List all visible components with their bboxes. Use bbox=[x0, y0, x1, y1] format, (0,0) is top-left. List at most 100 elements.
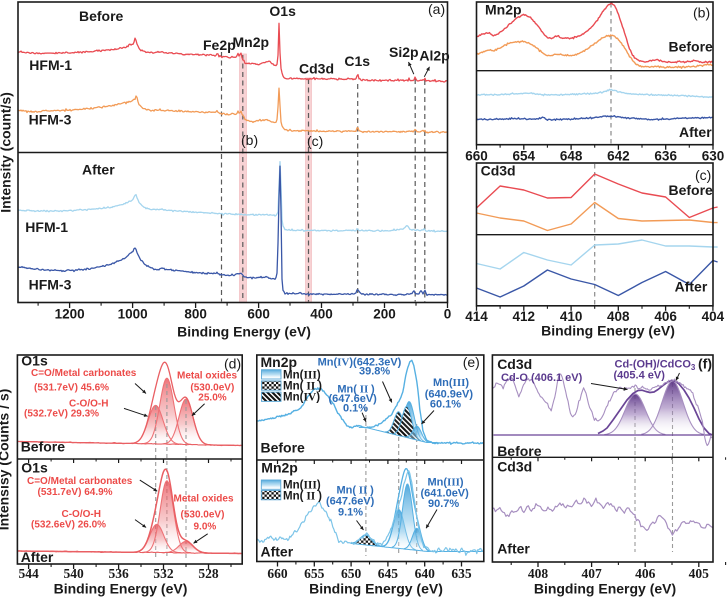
svg-text:Mn2p: Mn2p bbox=[261, 354, 298, 370]
svg-text:Before: Before bbox=[669, 182, 714, 198]
svg-text:0: 0 bbox=[444, 307, 452, 322]
svg-text:9.1%: 9.1% bbox=[338, 507, 363, 519]
svg-text:0.1%: 0.1% bbox=[343, 403, 368, 415]
svg-text:(b): (b) bbox=[241, 132, 258, 148]
svg-text:(532.6eV) 26.0%: (532.6eV) 26.0% bbox=[31, 520, 106, 531]
svg-text:406: 406 bbox=[654, 309, 677, 324]
svg-text:39.8%: 39.8% bbox=[359, 366, 390, 378]
svg-text:After: After bbox=[21, 549, 54, 565]
svg-text:(530.0eV): (530.0eV) bbox=[181, 510, 225, 521]
svg-text:660: 660 bbox=[465, 149, 488, 164]
svg-text:60.1%: 60.1% bbox=[430, 399, 461, 411]
svg-text:404: 404 bbox=[702, 309, 725, 324]
svg-text:Si2p: Si2p bbox=[389, 44, 419, 60]
svg-text:Mn2p: Mn2p bbox=[485, 2, 522, 18]
svg-text:635: 635 bbox=[451, 566, 472, 581]
svg-text:O1s: O1s bbox=[269, 3, 296, 19]
svg-text:654: 654 bbox=[513, 149, 536, 164]
svg-text:(647.6eV): (647.6eV) bbox=[329, 393, 378, 405]
svg-text:Binding Energy (eV): Binding Energy (eV) bbox=[177, 324, 311, 340]
svg-text:Intensisy (Counts / s): Intensisy (Counts / s) bbox=[0, 389, 12, 531]
svg-text:Cd3d: Cd3d bbox=[497, 459, 532, 475]
svg-text:800: 800 bbox=[184, 307, 207, 322]
svg-text:C-O/O-H: C-O/O-H bbox=[62, 509, 101, 520]
svg-text:410: 410 bbox=[560, 309, 583, 324]
svg-text:407: 407 bbox=[581, 566, 602, 581]
svg-text:400: 400 bbox=[310, 307, 333, 322]
svg-text:650: 650 bbox=[341, 566, 362, 581]
svg-text:After: After bbox=[82, 162, 115, 178]
svg-text:Before: Before bbox=[669, 39, 714, 55]
svg-text:528: 528 bbox=[198, 566, 219, 581]
svg-text:(405.4 eV): (405.4 eV) bbox=[614, 370, 666, 382]
svg-text:Cd3d: Cd3d bbox=[481, 163, 516, 179]
svg-text:(c): (c) bbox=[307, 133, 323, 149]
svg-text:C=O/Metal carbonates: C=O/Metal carbonates bbox=[27, 476, 133, 487]
svg-text:Mn( II ): Mn( II ) bbox=[283, 381, 322, 393]
svg-text:Mn( II ): Mn( II ) bbox=[337, 384, 375, 396]
svg-text:25.0%: 25.0% bbox=[198, 393, 226, 404]
svg-text:200: 200 bbox=[373, 307, 396, 322]
svg-text:HFM-1: HFM-1 bbox=[25, 219, 68, 235]
svg-text:Mn( II ): Mn( II ) bbox=[337, 485, 375, 497]
svg-text:Binding Energy (eV): Binding Energy (eV) bbox=[309, 581, 443, 597]
svg-text:1200: 1200 bbox=[55, 307, 85, 322]
svg-text:Before: Before bbox=[497, 443, 542, 459]
svg-text:Binding Energy (eV): Binding Energy (eV) bbox=[541, 323, 675, 339]
svg-text:655: 655 bbox=[304, 566, 325, 581]
svg-text:414: 414 bbox=[465, 309, 488, 324]
svg-text:1000: 1000 bbox=[118, 307, 148, 322]
svg-text:600: 600 bbox=[247, 307, 270, 322]
svg-text:C1s: C1s bbox=[344, 53, 370, 69]
svg-text:(c): (c) bbox=[695, 167, 711, 183]
svg-text:408: 408 bbox=[607, 309, 630, 324]
svg-text:HFM-1: HFM-1 bbox=[29, 57, 72, 73]
svg-text:Bingding Energy (eV): Bingding Energy (eV) bbox=[534, 581, 676, 597]
svg-text:Mn(IV): Mn(IV) bbox=[283, 392, 320, 404]
svg-text:Before: Before bbox=[79, 8, 124, 24]
svg-text:Cd3d: Cd3d bbox=[497, 356, 532, 372]
svg-text:(a): (a) bbox=[428, 1, 445, 17]
svg-text:(e): (e) bbox=[463, 354, 480, 370]
svg-text:Cd-(OH)/CdCO3: Cd-(OH)/CdCO3 bbox=[615, 359, 696, 373]
svg-text:HFM-3: HFM-3 bbox=[29, 277, 72, 293]
svg-text:(532.7eV) 29.3%: (532.7eV) 29.3% bbox=[24, 409, 99, 420]
svg-text:642: 642 bbox=[607, 149, 630, 164]
svg-text:544: 544 bbox=[18, 566, 39, 581]
svg-text:540: 540 bbox=[63, 566, 84, 581]
svg-text:Before: Before bbox=[21, 439, 66, 455]
svg-text:Cd3d: Cd3d bbox=[299, 61, 334, 77]
svg-text:(530.0eV): (530.0eV) bbox=[190, 382, 234, 393]
svg-text:536: 536 bbox=[108, 566, 129, 581]
svg-text:405: 405 bbox=[689, 566, 710, 581]
svg-text:After: After bbox=[261, 544, 294, 560]
svg-text:Binding Energy (eV): Binding Energy (eV) bbox=[54, 581, 188, 597]
svg-text:532: 532 bbox=[153, 566, 174, 581]
svg-text:(647.6eV): (647.6eV) bbox=[326, 496, 375, 508]
svg-text:Mn2p: Mn2p bbox=[261, 459, 298, 475]
svg-text:Mn( II ): Mn( II ) bbox=[283, 490, 322, 502]
svg-text:After: After bbox=[497, 540, 530, 556]
svg-text:Mn(III): Mn(III) bbox=[428, 477, 464, 489]
svg-text:90.7%: 90.7% bbox=[428, 498, 459, 510]
svg-text:9.0%: 9.0% bbox=[194, 522, 217, 533]
svg-text:C-O/O-H: C-O/O-H bbox=[69, 399, 108, 410]
svg-text:After: After bbox=[679, 124, 712, 140]
svg-text:Metal oxides: Metal oxides bbox=[177, 371, 237, 382]
svg-text:C=O/Metal carbonates: C=O/Metal carbonates bbox=[31, 368, 137, 379]
svg-text:630: 630 bbox=[702, 149, 725, 164]
svg-text:Fe2p: Fe2p bbox=[203, 37, 236, 53]
svg-text:636: 636 bbox=[654, 149, 677, 164]
svg-text:Mn(III): Mn(III) bbox=[433, 377, 469, 389]
svg-text:(531.7eV) 64.9%: (531.7eV) 64.9% bbox=[38, 487, 113, 498]
svg-text:Intensity (count/s): Intensity (count/s) bbox=[0, 92, 14, 213]
svg-text:Mn(III): Mn(III) bbox=[283, 480, 321, 492]
svg-text:O1s: O1s bbox=[21, 352, 48, 368]
svg-text:(b): (b) bbox=[693, 5, 710, 21]
svg-text:After: After bbox=[675, 279, 708, 295]
svg-text:Al2p: Al2p bbox=[419, 48, 449, 64]
svg-text:O1s: O1s bbox=[21, 460, 48, 476]
svg-text:(f): (f) bbox=[698, 356, 712, 372]
svg-text:406: 406 bbox=[635, 566, 656, 581]
svg-text:645: 645 bbox=[378, 566, 399, 581]
